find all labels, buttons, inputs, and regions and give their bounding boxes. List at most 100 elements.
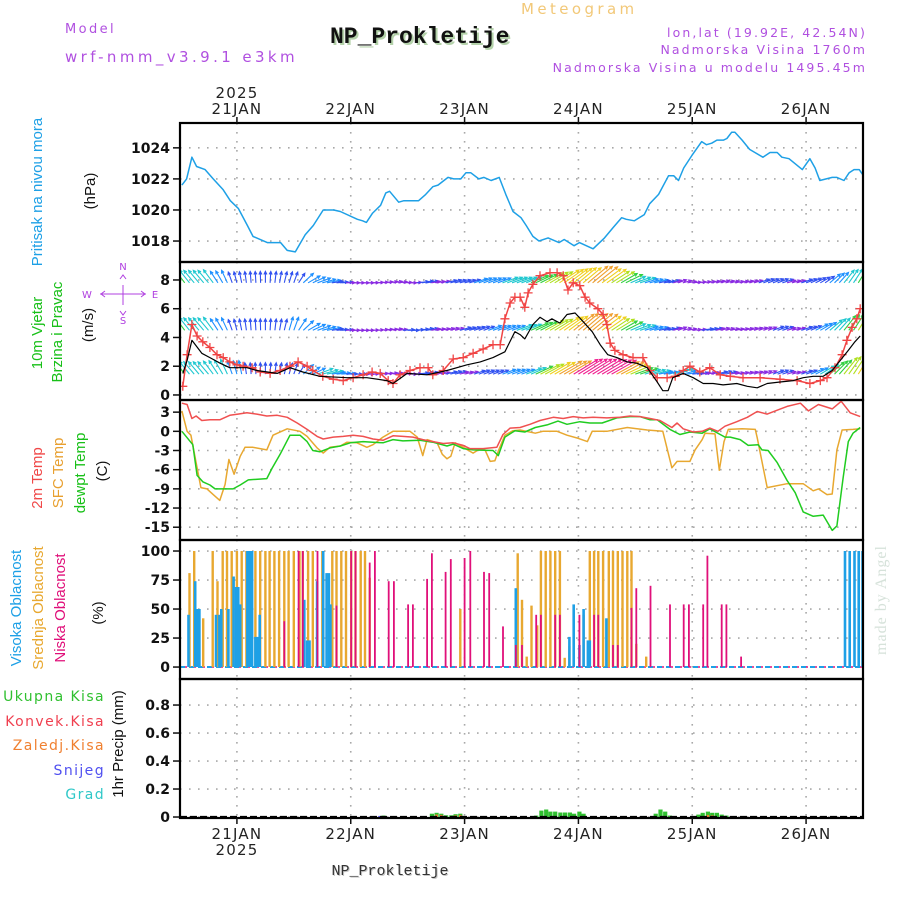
wind-unit: (m/s) <box>80 308 97 342</box>
wind-vector-arrow <box>248 270 253 283</box>
wind-vector-arrow <box>322 368 340 375</box>
cloud-high-bar <box>238 604 242 668</box>
wind-vector-arrow <box>772 325 785 331</box>
temp-dewpoint-label: dewpt Temp <box>72 433 89 514</box>
wind-vector-arrow <box>478 325 491 331</box>
compass-horizontal-arrow-icon <box>100 290 146 298</box>
wind-vector-arrow <box>848 268 859 284</box>
wind-vector-arrow <box>563 360 588 375</box>
y-tick-label: -9 <box>154 482 170 498</box>
wind-gust-marker <box>805 379 815 388</box>
compass-north: N <box>119 262 126 273</box>
wind-vector-arrow <box>243 317 248 331</box>
wind-vector-arrow <box>677 278 688 284</box>
wind-gust-marker <box>645 366 655 375</box>
cloud-low-bar <box>449 559 452 667</box>
y-tick-label: 1022 <box>131 172 170 188</box>
wind-vector-arrow <box>497 369 510 375</box>
precip-freezing-bar <box>706 814 710 817</box>
wind-vector-arrow <box>507 276 524 284</box>
cloud-low-bar <box>393 581 395 668</box>
wind-vector-arrow <box>815 323 830 331</box>
wind-gust-marker <box>180 381 188 391</box>
wind-vector-arrow <box>843 314 857 331</box>
cloud-high-bar <box>329 604 332 668</box>
cloud-high-bar <box>246 551 249 667</box>
wind-vector-arrow <box>312 323 327 331</box>
title-shadow: NP_Prokletije <box>332 26 511 52</box>
cloud-mid-bar <box>306 551 310 667</box>
precip-total-bar <box>663 811 668 818</box>
wind-vector-arrow <box>288 270 294 283</box>
y-tick-label: 0.2 <box>145 782 170 798</box>
wind-gust-marker <box>618 350 628 360</box>
wind-gust-marker <box>468 348 478 358</box>
model-label: Model <box>65 22 116 37</box>
cloud-mid-bar <box>211 551 214 667</box>
cloud-high-bar <box>248 551 251 667</box>
wind-vector-arrow <box>516 368 531 375</box>
y-tick-label: 0 <box>160 660 170 676</box>
cloud-mid-bar <box>645 656 648 667</box>
precip-total-bar <box>539 810 544 817</box>
precip-total-bar <box>705 811 710 818</box>
cloud-high-bar <box>256 636 259 668</box>
wind-vector-arrow <box>549 271 570 284</box>
cloud-high-bar <box>237 587 240 668</box>
precip-total-bar <box>581 813 586 818</box>
cloud-mid-bar <box>558 551 562 667</box>
wind-vector-arrow <box>483 369 496 375</box>
cloud-mid-bar <box>344 551 348 667</box>
wind-vector-arrow <box>592 265 614 284</box>
wind-gust-marker <box>500 314 510 324</box>
wind-vector-arrow <box>293 316 300 331</box>
wind-gust-marker <box>478 344 488 354</box>
cloud-mid-bar <box>340 551 343 667</box>
wind-vector-arrow <box>208 359 219 375</box>
panel-precip: 0 0.2 0.4 0.6 0.8 <box>145 677 865 826</box>
header: Model wrf-nmm_v3.9.1 e3km NP_Prokletije … <box>65 0 867 75</box>
wind-gust-marker <box>575 281 585 291</box>
precip-legend: Ukupna Kisa Konvek.Kisa Zaledj.Kisa Snij… <box>3 689 127 803</box>
wind-vector-arrow <box>625 321 644 331</box>
cloud-mid-bar <box>607 551 610 667</box>
wind-vector-arrow <box>197 316 209 331</box>
compass-west: W <box>82 290 92 301</box>
location-coordinates: lon,lat (19.92E, 42.54N) <box>667 25 867 40</box>
wind-vector-arrow <box>834 317 847 331</box>
wind-vector-arrow <box>834 360 849 375</box>
wind-gust-marker <box>580 292 590 302</box>
wind-vector-arrow <box>677 326 688 331</box>
panel-frame-precip <box>178 677 865 820</box>
wind-vector-arrow <box>606 268 628 284</box>
wind-vector-arrow <box>237 317 243 331</box>
wind-vector-arrow <box>253 270 258 283</box>
wind-vector-arrow <box>227 318 233 331</box>
top-x-tick-label: 22JAN <box>325 100 376 118</box>
cloud-low-bar <box>488 573 491 668</box>
wind-vector-arrow <box>322 278 337 284</box>
wind-gust-marker <box>192 331 202 341</box>
top-x-tick-label: 21JAN <box>212 100 263 118</box>
wind-gust-marker <box>448 354 458 364</box>
cloud-mid-bar <box>240 551 243 667</box>
cloud-high-bar <box>514 588 518 668</box>
y-tick-label: 8 <box>160 273 170 289</box>
wind-vector-arrow <box>625 273 644 284</box>
temp-unit: (C) <box>94 461 111 482</box>
cloud-low-bar <box>688 604 690 668</box>
wind-vector-arrow <box>838 317 851 331</box>
bottom-x-tick-label: 23JAN <box>439 825 490 843</box>
compass-vertical-arrow-icon <box>119 274 127 316</box>
legend-snow: Snijeg <box>54 763 105 779</box>
top-year-label: 2025 <box>216 84 259 102</box>
wind-vector-arrow <box>507 368 522 375</box>
wind-gust-marker <box>375 368 385 378</box>
cloud-low-bar <box>350 551 353 667</box>
cloud-low-bar <box>407 604 409 668</box>
wind-vector-arrow <box>312 276 327 284</box>
cloud-mid-bar <box>549 551 552 667</box>
wind-vector-arrow <box>502 276 520 284</box>
wind-gust-marker <box>842 335 852 345</box>
cloud-mid-bar <box>536 625 539 668</box>
